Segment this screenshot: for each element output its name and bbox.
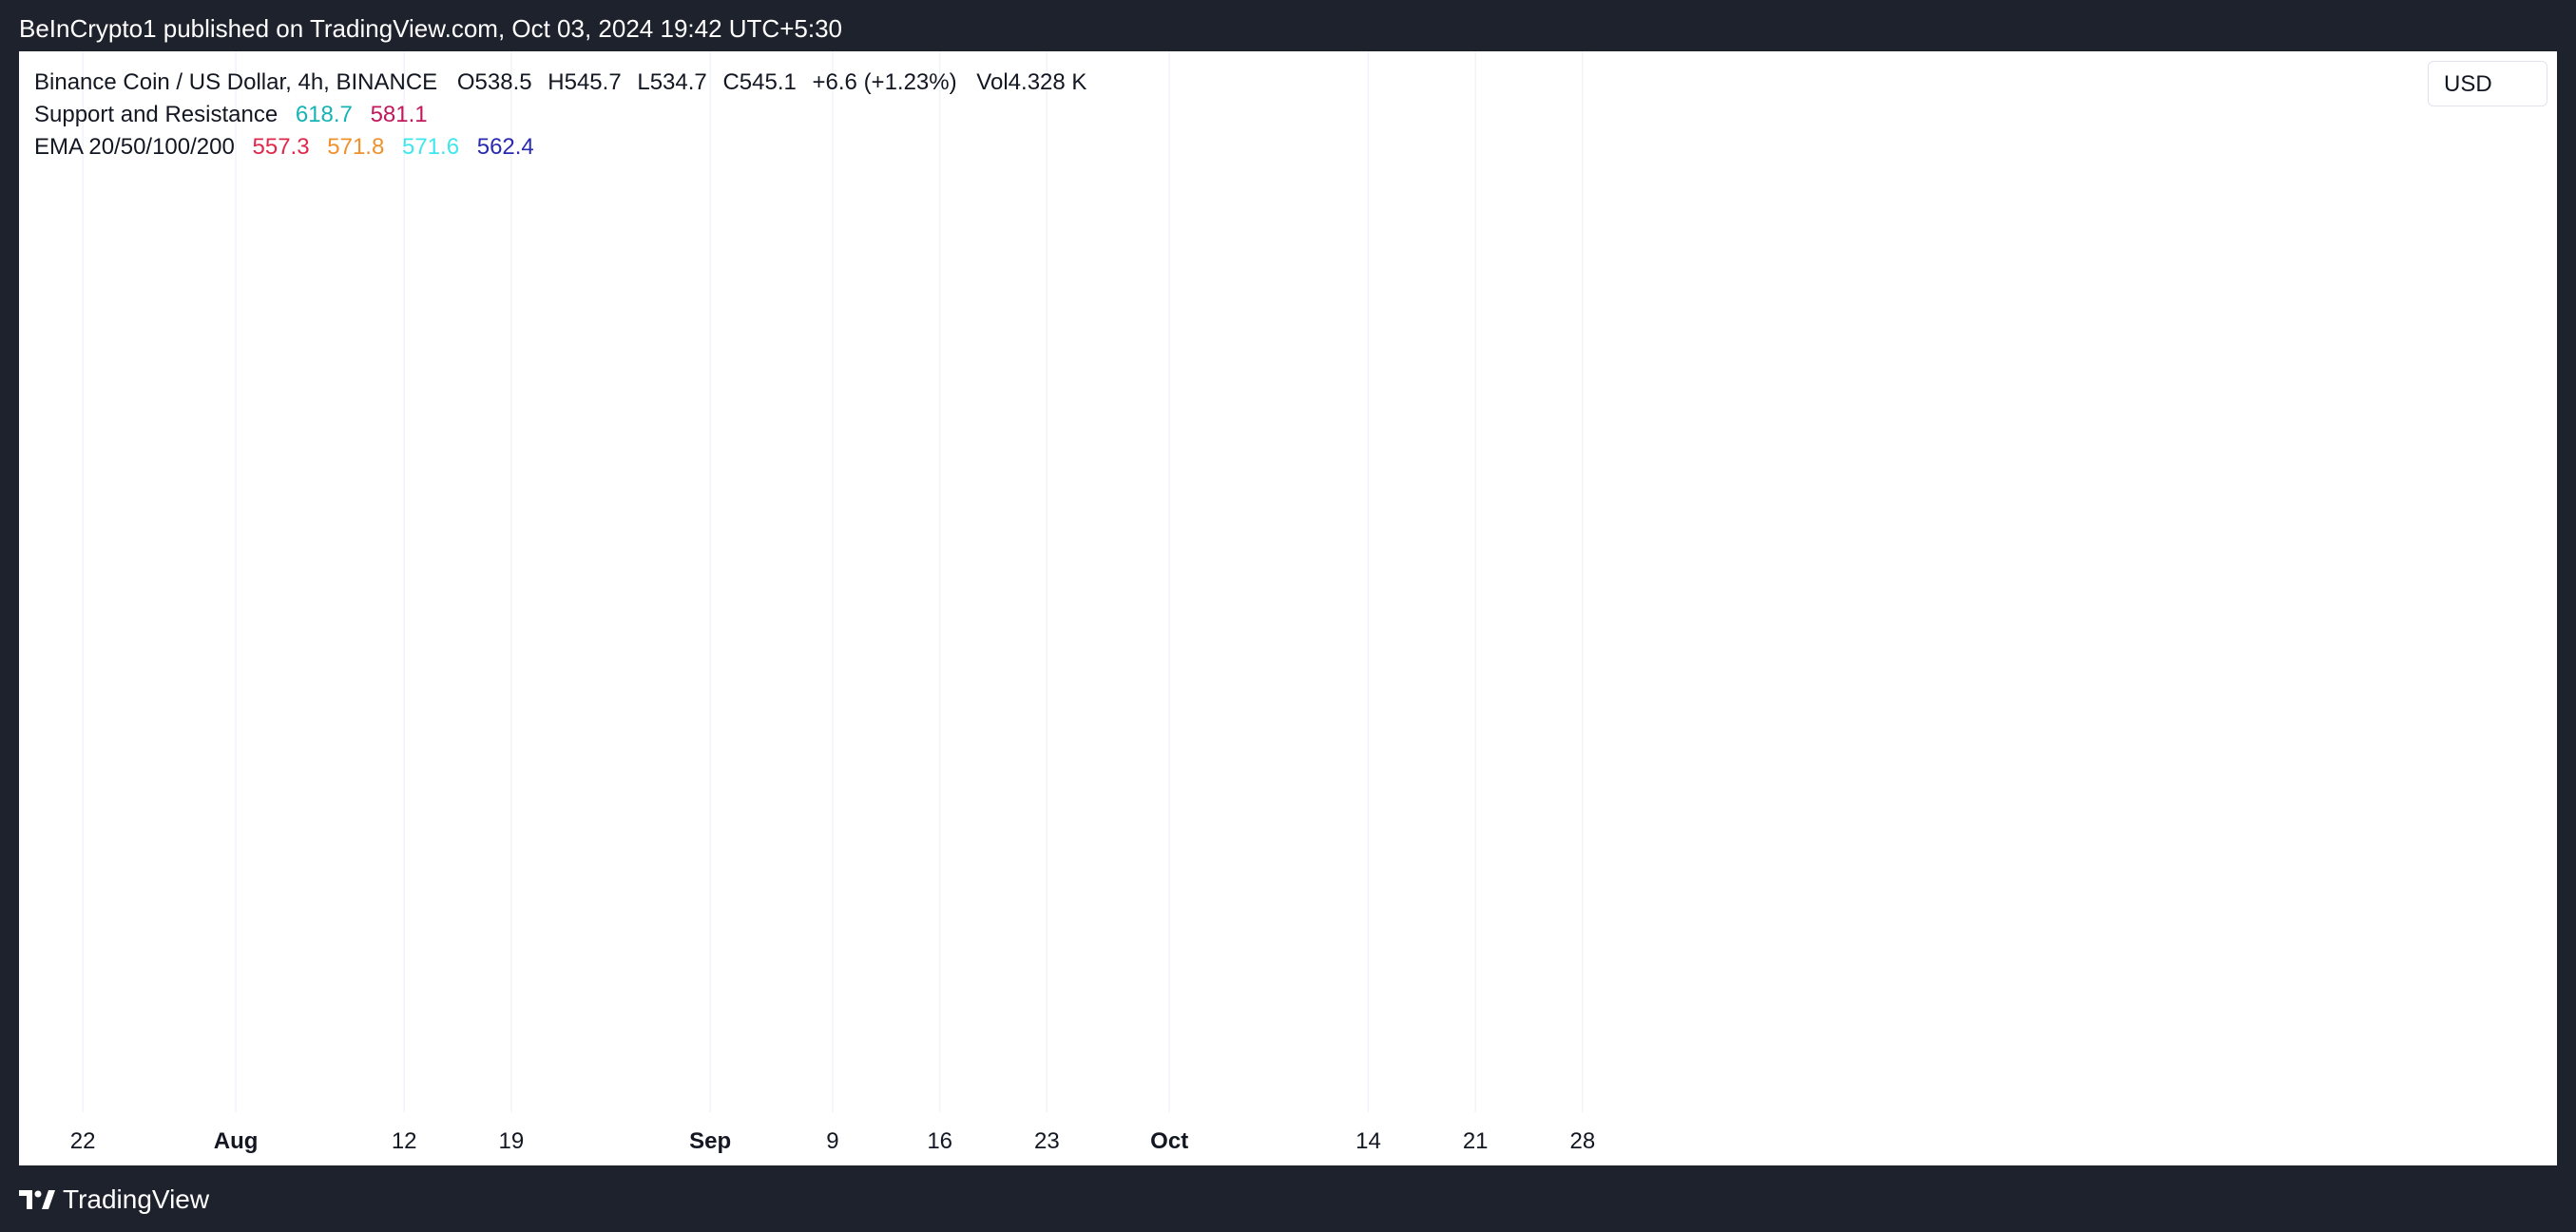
high-value: 545.7	[564, 69, 622, 95]
close-value: 545.1	[739, 69, 797, 95]
low-label: L	[637, 69, 650, 95]
x-tick-label: 9	[826, 1128, 838, 1154]
volume-label: Vol	[976, 69, 1009, 95]
high-label: H	[548, 69, 565, 95]
legend-symbol-row: Binance Coin / US Dollar, 4h, BINANCE O5…	[34, 67, 1086, 99]
x-tick-label: 23	[1034, 1128, 1060, 1154]
tradingview-logo-icon[interactable]	[19, 1188, 57, 1211]
x-tick-label: 12	[392, 1128, 417, 1154]
ema100-value: 571.6	[401, 134, 460, 160]
ema50-value: 571.8	[327, 134, 385, 160]
open-label: O	[456, 69, 475, 95]
sr-indicator-name: Support and Resistance	[34, 102, 279, 127]
x-tick-label: 22	[70, 1128, 96, 1154]
ema20-value: 557.3	[252, 134, 310, 160]
x-tick-label: Oct	[1150, 1128, 1188, 1154]
legend: Binance Coin / US Dollar, 4h, BINANCE O5…	[34, 67, 1086, 164]
x-tick-label: 21	[1463, 1128, 1489, 1154]
change-value: +6.6 (+1.23%)	[812, 69, 957, 95]
x-tick-label: 19	[499, 1128, 525, 1154]
x-tick-label: Sep	[689, 1128, 731, 1154]
ema-indicator-name: EMA 20/50/100/200	[34, 134, 235, 160]
low-value: 534.7	[649, 69, 707, 95]
tradingview-brand[interactable]: TradingView	[63, 1184, 210, 1214]
x-tick-label: 28	[1570, 1128, 1596, 1154]
currency-button[interactable]: USD	[2428, 61, 2547, 106]
footer	[0, 1165, 2576, 1232]
x-tick-label: 14	[1355, 1128, 1381, 1154]
publisher-line: BeInCrypto1 published on TradingView.com…	[19, 14, 842, 43]
legend-ema-row[interactable]: EMA 20/50/100/200 557.3 571.8 571.6 562.…	[34, 131, 1086, 164]
resistance-value: 618.7	[295, 102, 353, 127]
x-tick-label: Aug	[214, 1128, 259, 1154]
ema200-value: 562.4	[476, 134, 534, 160]
symbol-title: Binance Coin / US Dollar, 4h, BINANCE	[34, 69, 438, 95]
close-label: C	[722, 69, 740, 95]
open-value: 538.5	[474, 69, 532, 95]
support-value: 581.1	[370, 102, 428, 127]
legend-sr-row[interactable]: Support and Resistance 618.7 581.1	[34, 99, 1086, 131]
grid	[82, 51, 1584, 1112]
x-tick-label: 16	[927, 1128, 952, 1154]
axes-layer: 400.0420.0440.0460.0480.0500.0520.0540.0…	[70, 1128, 1596, 1154]
volume-value: 4.328 K	[1008, 69, 1087, 95]
publisher-bar: BeInCrypto1 published on TradingView.com…	[0, 0, 2576, 51]
chart-frame	[19, 51, 2557, 1165]
